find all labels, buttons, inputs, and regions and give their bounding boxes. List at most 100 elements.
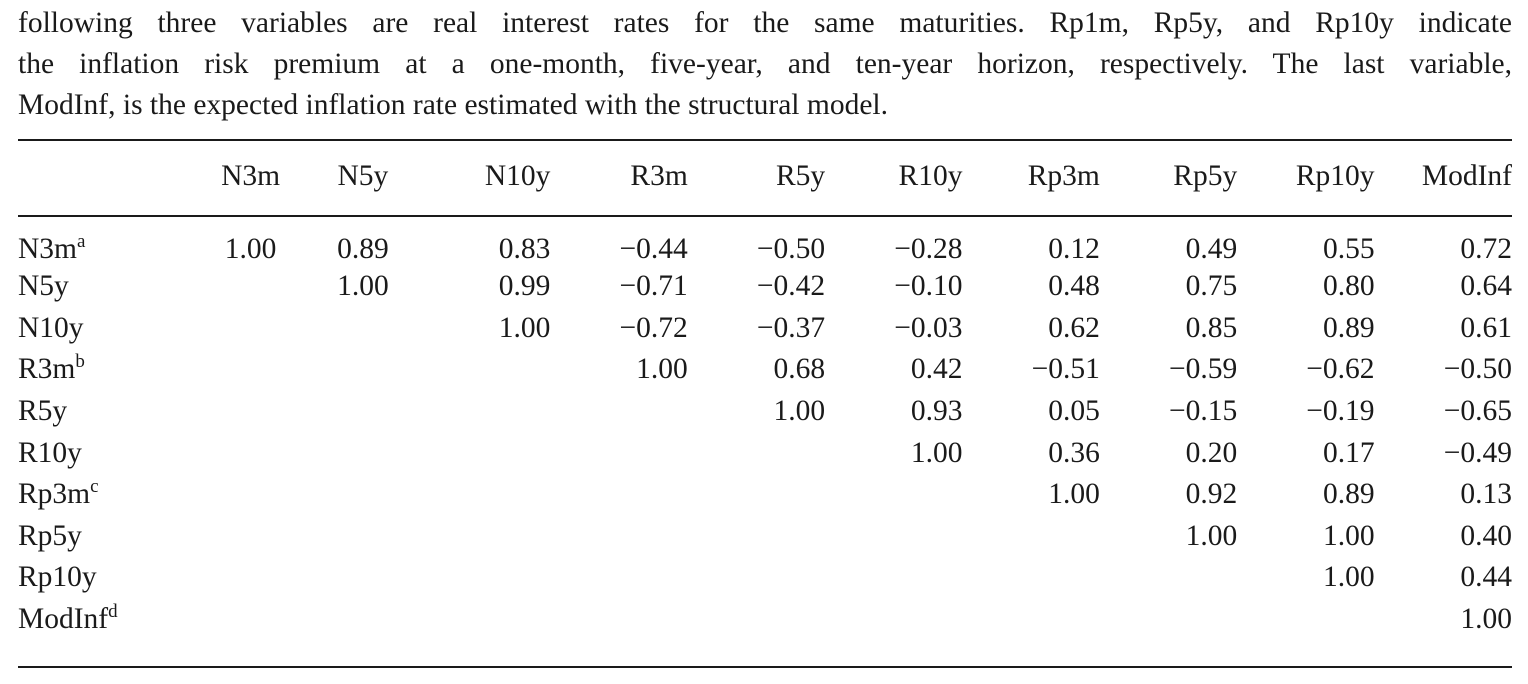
table-top-rule	[18, 139, 1512, 141]
table-cell	[688, 599, 825, 641]
table-cell: 0.85	[1185, 311, 1238, 344]
table-cell: −0.03	[894, 311, 963, 344]
table-cell	[313, 308, 413, 350]
table-cell	[550, 474, 687, 516]
table-cell: 1.00	[1185, 519, 1238, 552]
row-label-text: Rp3m	[18, 478, 91, 511]
table-cell	[688, 557, 825, 599]
row-label-text: Rp10y	[18, 561, 97, 594]
table-cell: 0.64	[1460, 270, 1512, 303]
table-cell	[188, 308, 312, 350]
table-cell	[313, 516, 413, 558]
table-cell: −0.72	[619, 311, 688, 344]
table-cell	[413, 474, 550, 516]
row-label-text: Rp5y	[18, 519, 82, 552]
row-label-text: N5y	[18, 270, 69, 303]
table-cell: −0.10	[894, 270, 963, 303]
table-header-rule	[18, 215, 1512, 217]
column-header-n3m: N3m	[221, 159, 281, 192]
row-label-text: R5y	[18, 395, 68, 428]
table-cell: 1.00	[498, 311, 551, 344]
table-cell: 0.55	[1322, 233, 1375, 265]
correlation-table: N3m N5y N10y R3m R5y R10y Rp3m Rp5y Rp10y ModInf …	[18, 141, 1512, 640]
row-label-text: R10y	[18, 436, 82, 469]
table-cell	[188, 474, 312, 516]
table-cell: 0.72	[1460, 233, 1512, 265]
row-label: N10y	[18, 308, 188, 350]
table-cell	[1100, 557, 1237, 599]
row-label: N5y	[18, 266, 188, 308]
table-cell	[313, 432, 413, 474]
table-cell	[688, 432, 825, 474]
table-cell	[962, 516, 1099, 558]
table-cell: −0.51	[1031, 353, 1100, 386]
table-cell: 0.05	[1048, 395, 1100, 428]
row-label: R5y	[18, 391, 188, 433]
table-cell	[550, 599, 687, 641]
table-cell: 0.36	[1048, 436, 1100, 469]
table-cell	[313, 474, 413, 516]
table-cell: −0.50	[1443, 353, 1512, 386]
table-cell: 1.00	[910, 436, 963, 469]
table-cell: 0.89	[1322, 478, 1375, 511]
table-cell: 1.00	[773, 395, 826, 428]
table-cell	[413, 599, 550, 641]
table-cell: −0.62	[1306, 353, 1375, 386]
table-cell: 0.92	[1185, 478, 1238, 511]
table-row: Rp10y 1.00 0.44	[18, 557, 1512, 599]
table-caption: following three variables are real inter…	[18, 3, 1512, 126]
row-label-text: N10y	[18, 311, 84, 344]
table-cell: 0.48	[1048, 270, 1100, 303]
table-cell	[1237, 599, 1374, 641]
table-cell: 0.20	[1185, 436, 1238, 469]
table-row: N3ma 1.00 0.89 0.83 −0.44 −0.50 −0.28 0.12 0.49 0…	[18, 217, 1512, 266]
table-cell: 0.83	[498, 233, 551, 265]
column-header-r3m: R3m	[630, 159, 688, 192]
table-cell: 0.42	[910, 353, 963, 386]
row-label-text: N3m	[18, 233, 77, 265]
table-cell	[825, 516, 962, 558]
table-cell: 1.00	[636, 353, 688, 386]
table-cell: −0.65	[1443, 395, 1512, 428]
row-label: Rp3mc	[18, 474, 188, 516]
table-cell: 0.93	[910, 395, 963, 428]
table-cell	[550, 391, 687, 433]
table-cell	[313, 557, 413, 599]
table-row: R5y 1.00 0.93 0.05 −0.15 −0.19 −0.65	[18, 391, 1512, 433]
table-cell: 1.00	[224, 233, 277, 265]
column-header-rp5y: Rp5y	[1173, 159, 1238, 192]
table-cell	[188, 599, 312, 641]
table-cell: 1.00	[1460, 603, 1512, 636]
table-cell	[188, 432, 312, 474]
table-header-row: N3m N5y N10y R3m R5y R10y Rp3m Rp5y Rp10y ModInf	[18, 141, 1512, 217]
footnote-marker: c	[90, 476, 99, 498]
row-label-text: ModInf	[18, 603, 109, 636]
table-cell: −0.15	[1168, 395, 1238, 428]
table-row: ModInfd 1.00	[18, 599, 1512, 641]
table-row: R3mb 1.00 0.68 0.42 −0.51 −0.59 −0.62 −0.50	[18, 349, 1512, 391]
column-header-r5y: R5y	[775, 159, 826, 192]
table-cell: 0.62	[1048, 311, 1100, 344]
table-cell	[825, 599, 962, 641]
table-cell: −0.49	[1443, 436, 1512, 469]
table-body: N3ma 1.00 0.89 0.83 −0.44 −0.50 −0.28 0.12 0.49 0…	[18, 217, 1512, 640]
table-cell: 1.00	[1048, 478, 1100, 511]
row-label: Rp5y	[18, 516, 188, 558]
table-cell	[188, 266, 312, 308]
table-cell	[550, 557, 687, 599]
row-label: R3mb	[18, 349, 188, 391]
table-cell	[688, 474, 825, 516]
table-cell: 0.80	[1322, 270, 1375, 303]
table-cell: 0.89	[1322, 311, 1375, 344]
table-cell	[550, 432, 687, 474]
table-cell	[313, 349, 413, 391]
table-cell	[413, 391, 550, 433]
table-cell	[962, 599, 1099, 641]
table-cell	[825, 557, 962, 599]
row-label-text: R3m	[18, 353, 76, 386]
table-cell: 0.17	[1322, 436, 1375, 469]
table-cell: 0.75	[1185, 270, 1238, 303]
caption-line-1: following three variables are real inter…	[18, 7, 1512, 39]
caption-line-2: the inflation risk premium at a one-mont…	[18, 48, 1512, 80]
